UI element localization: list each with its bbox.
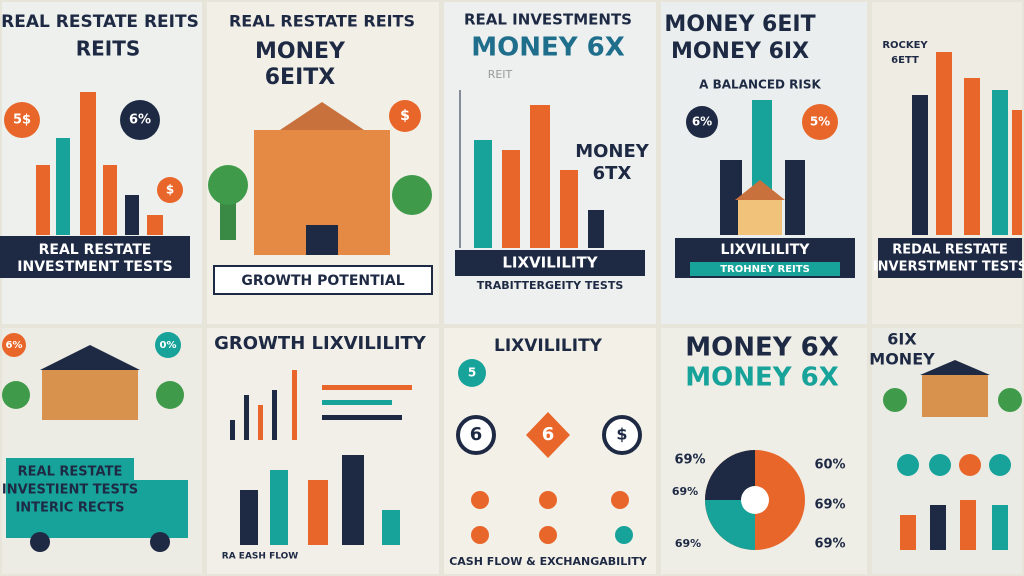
label: 69% bbox=[672, 485, 698, 498]
title: MONEY 6X bbox=[685, 333, 839, 363]
badge bbox=[526, 412, 570, 458]
badge bbox=[155, 332, 181, 358]
badge-label: 6% bbox=[6, 340, 23, 351]
subtitle: REITS bbox=[76, 37, 141, 61]
truck-text: INTERIC RECTS bbox=[15, 501, 124, 516]
title: ROCKEY bbox=[882, 40, 928, 51]
badge-label: 5 bbox=[468, 366, 476, 380]
house-and-bars bbox=[883, 360, 1022, 550]
badge-label: 5% bbox=[810, 115, 830, 129]
bars bbox=[36, 92, 163, 235]
badge bbox=[456, 415, 496, 455]
label: 60% bbox=[814, 458, 845, 473]
subtitle: 6EITX bbox=[265, 65, 336, 90]
badge-label: 0% bbox=[160, 340, 177, 351]
badge bbox=[157, 177, 183, 203]
banner-text: TRABITTERGEITY TESTS bbox=[477, 279, 624, 292]
banner bbox=[878, 238, 1022, 278]
truck-text: REAL RESTATE bbox=[18, 465, 123, 480]
title: MONEY 6X bbox=[685, 363, 839, 393]
house bbox=[2, 345, 184, 420]
banner-text: REAL RESTATE bbox=[39, 242, 152, 258]
bars bbox=[912, 52, 1022, 235]
title: GROWTH LIXVILILITY bbox=[214, 333, 427, 354]
title: REAL RESTATE REITS bbox=[1, 12, 199, 32]
badge-label: $ bbox=[616, 425, 627, 444]
badge bbox=[4, 102, 40, 138]
subtitle: A BALANCED RISK bbox=[699, 78, 821, 92]
badge bbox=[120, 100, 160, 140]
banner-text: GROWTH POTENTIAL bbox=[241, 273, 404, 289]
banner-text: LIXVILILITY bbox=[502, 254, 598, 272]
badge bbox=[389, 100, 421, 132]
badge-label: 5$ bbox=[13, 113, 31, 128]
badge-label: 6% bbox=[692, 115, 712, 129]
title: MONEY 6EIT bbox=[664, 12, 815, 37]
nodes bbox=[471, 491, 633, 544]
banner bbox=[213, 265, 433, 295]
side-label: MONEY bbox=[575, 141, 650, 162]
badge bbox=[686, 106, 718, 138]
banner-text: TROHNEY REITS bbox=[720, 264, 810, 275]
title: 6IX bbox=[887, 330, 917, 349]
subtitle: MONEY 6X bbox=[471, 33, 625, 63]
footer: CASH FLOW & EXCHANGABILITY bbox=[449, 555, 648, 568]
title: MONEY bbox=[869, 350, 935, 369]
building bbox=[208, 102, 432, 255]
truck bbox=[6, 458, 188, 552]
badge-label: $ bbox=[166, 183, 174, 197]
banner bbox=[0, 236, 190, 278]
bars bbox=[459, 90, 604, 248]
badge bbox=[802, 104, 838, 140]
banner-text: INVESTMENT TESTS bbox=[17, 259, 172, 275]
subtitle: MONEY bbox=[255, 39, 346, 64]
label: 69% bbox=[814, 498, 845, 513]
banner-text: REDAL RESTATE bbox=[892, 243, 1007, 258]
banner-text: LIXVILILITY bbox=[721, 242, 811, 258]
title: REAL RESTATE REITS bbox=[229, 12, 415, 31]
title: REAL INVESTMENTS bbox=[464, 11, 632, 29]
title: MONEY 6IX bbox=[671, 39, 809, 64]
bars bbox=[720, 100, 805, 235]
footer: RA EASH FLOW bbox=[222, 552, 299, 562]
donut bbox=[705, 450, 805, 550]
bars bbox=[230, 370, 412, 545]
truck-text: INVESTIENT TESTS bbox=[2, 483, 138, 498]
banner-text: INVERSTMENT TESTS bbox=[873, 260, 1024, 275]
title: LIXVILILITY bbox=[494, 336, 603, 356]
badge-label: 6 bbox=[470, 424, 483, 445]
title: 6ETT bbox=[891, 55, 919, 66]
badge-label: 6 bbox=[542, 424, 555, 445]
badge bbox=[2, 333, 26, 357]
label: 69% bbox=[675, 537, 701, 550]
subtitle: REIT bbox=[488, 68, 513, 81]
banner bbox=[455, 250, 645, 276]
label: 69% bbox=[674, 453, 705, 468]
badge bbox=[458, 359, 486, 387]
badge-label: $ bbox=[400, 108, 410, 124]
badge bbox=[602, 415, 642, 455]
badge-label: 6% bbox=[129, 113, 151, 128]
label: 69% bbox=[814, 537, 845, 552]
side-label: 6TX bbox=[593, 163, 632, 184]
